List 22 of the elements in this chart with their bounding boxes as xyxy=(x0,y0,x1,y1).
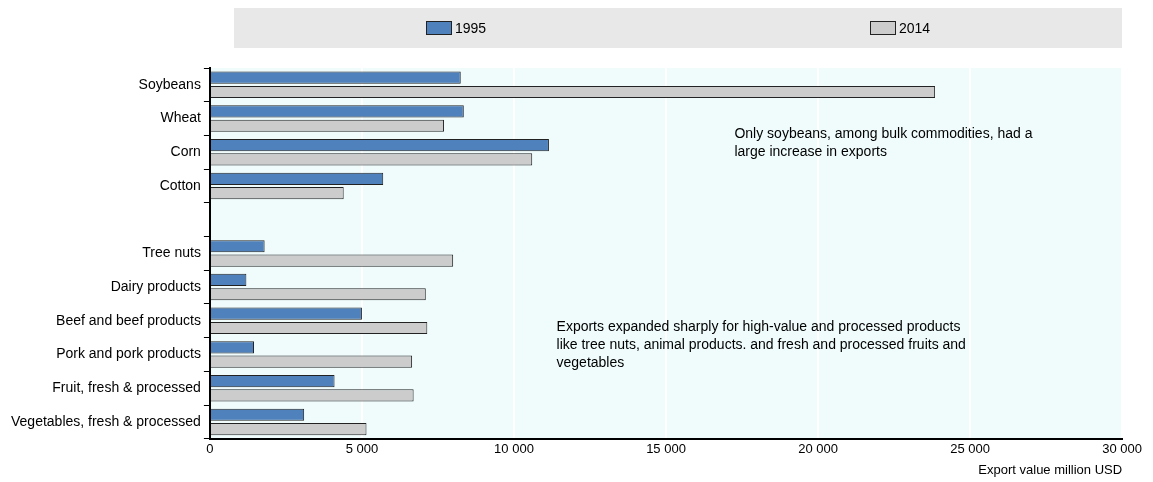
x-tick-label: 10 000 xyxy=(494,441,534,457)
x-tick-label: 20 000 xyxy=(798,441,838,457)
y-tick-label: Corn xyxy=(170,143,201,160)
legend-label: 1995 xyxy=(454,20,487,36)
y-tick-label: Dairy products xyxy=(110,277,201,294)
y-tick-label: Fruit, fresh & processed xyxy=(52,379,201,396)
y-tick-label: Wheat xyxy=(160,109,201,126)
annotation: Only soybeans, among bulk commodities, had a large increase in exports xyxy=(734,125,1033,160)
annotation: Exports expanded sharply for high-value and processed products like tree nuts, animal products. and fresh and processed fruits and vegetables xyxy=(556,318,966,370)
y-tick-label: Cotton xyxy=(159,176,201,193)
x-tick-label: 30 000 xyxy=(1102,441,1142,457)
x-tick-label: 5 000 xyxy=(345,441,379,457)
y-tick-label: Tree nuts xyxy=(142,244,201,261)
y-tick-label: Vegetables, fresh & processed xyxy=(10,412,201,429)
x-axis-title: Export value million USD xyxy=(978,461,1123,477)
legend-label: 2014 xyxy=(898,20,931,36)
x-tick-label: 25 000 xyxy=(950,441,990,457)
y-tick-label: Beef and beef products xyxy=(56,311,201,328)
x-tick-label: 0 xyxy=(206,441,214,457)
y-tick-label: Pork and pork products xyxy=(56,345,201,362)
x-tick-label: 15 000 xyxy=(646,441,686,457)
y-tick-label: Soybeans xyxy=(138,75,201,92)
